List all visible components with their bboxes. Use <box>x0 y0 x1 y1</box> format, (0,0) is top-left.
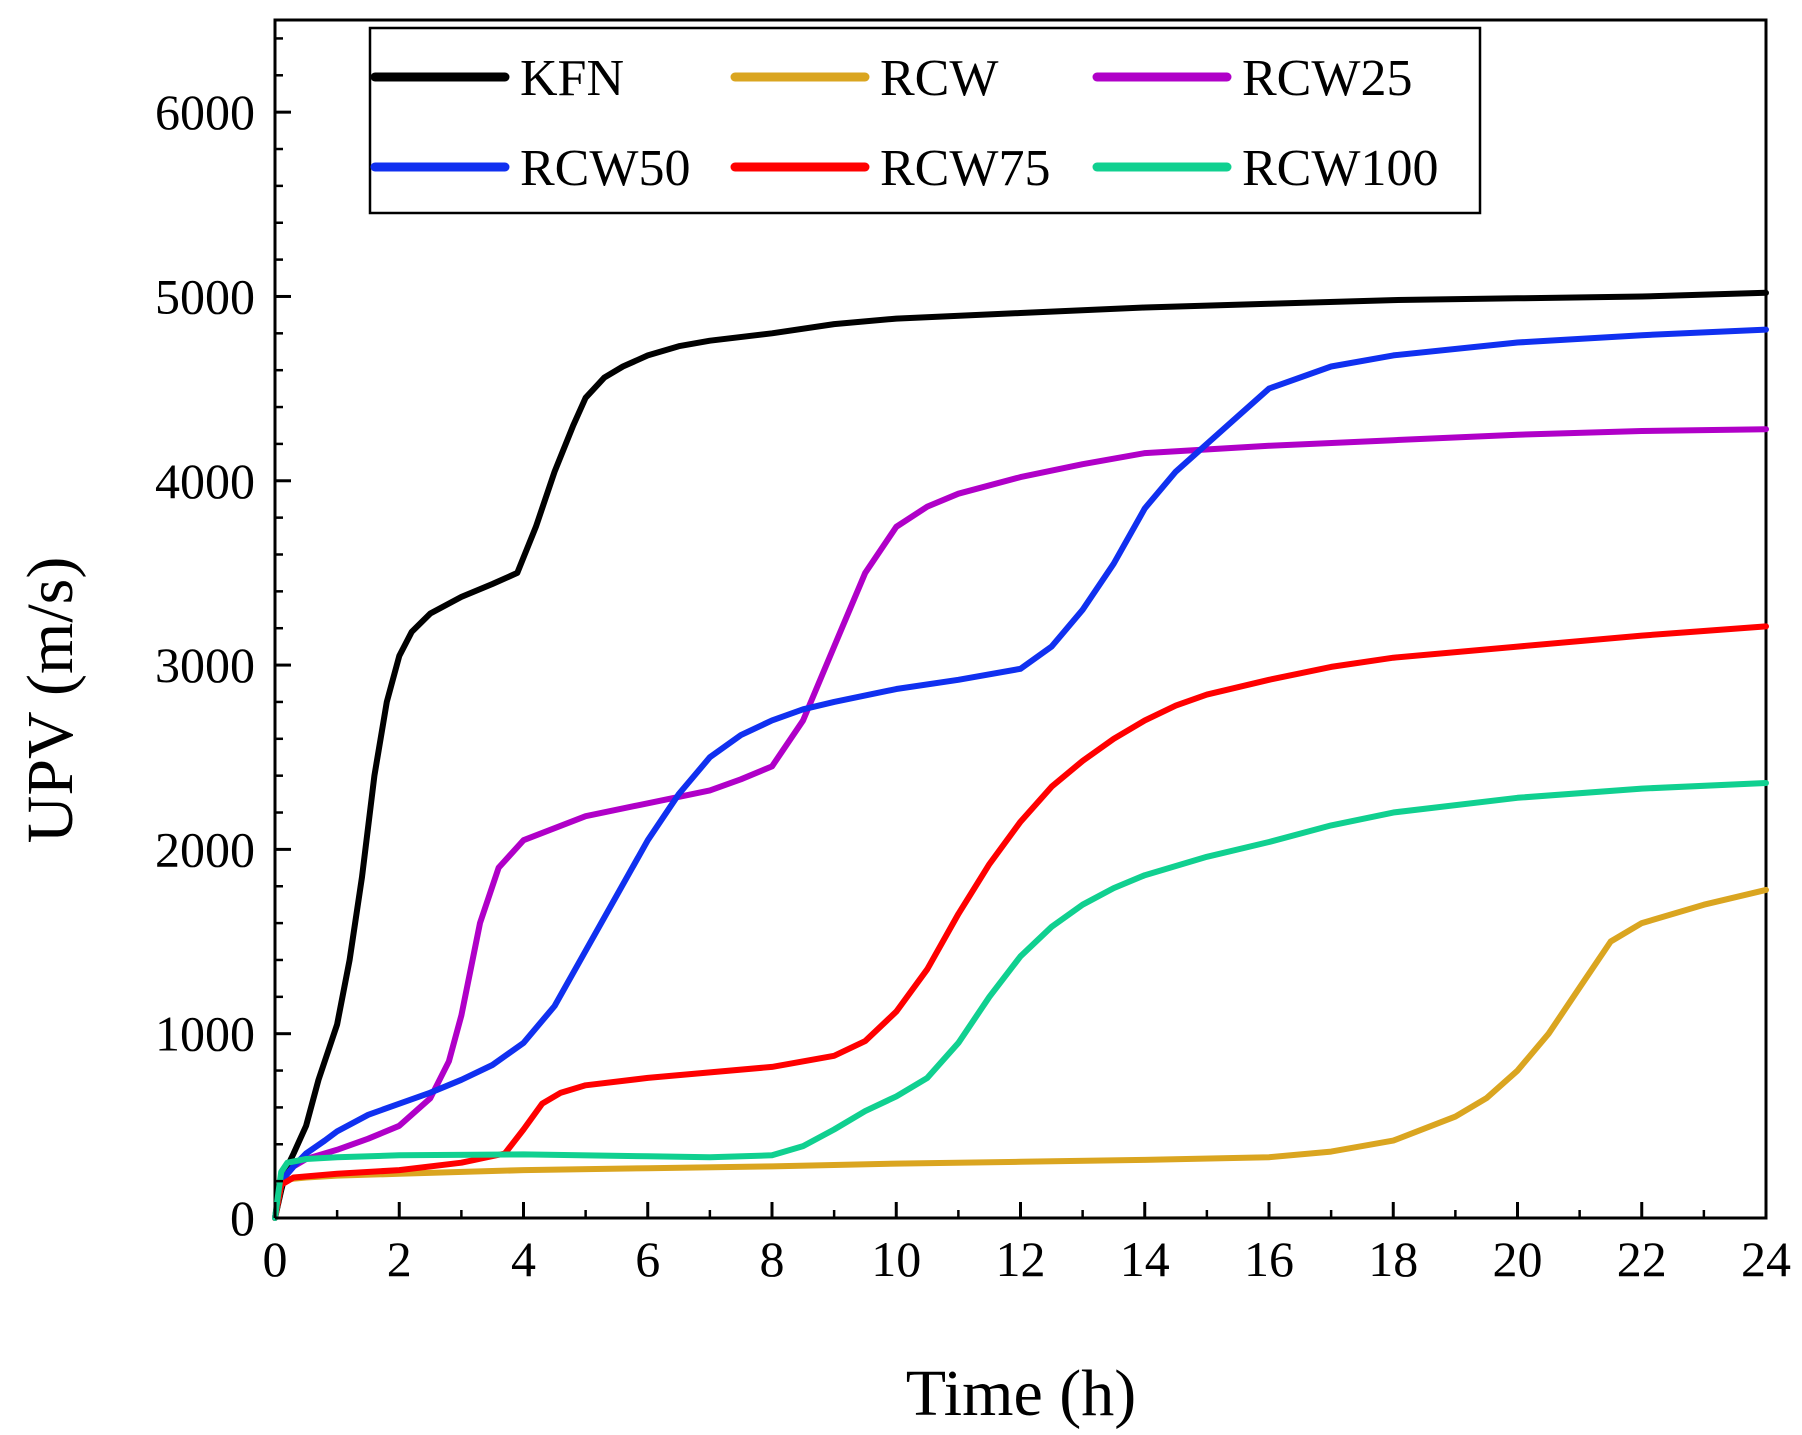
series-line-rcw100 <box>272 780 1769 1221</box>
y-tick-label: 0 <box>230 1190 255 1246</box>
x-tick-label: 24 <box>1741 1231 1791 1287</box>
legend-label-rcw50: RCW50 <box>520 140 690 197</box>
y-axis-title: UPV (m/s) <box>14 557 87 844</box>
y-tick-label: 3000 <box>155 637 255 693</box>
legend: KFN RCW RCW25 RCW50 RCW75 RCW100 <box>368 26 1482 215</box>
x-tick-label: 16 <box>1244 1231 1294 1287</box>
x-tick-label: 2 <box>387 1231 412 1287</box>
x-axis: 0 2 4 6 8 10 12 14 16 18 20 22 24 <box>263 1202 1791 1287</box>
y-tick-label: 1000 <box>155 1006 255 1062</box>
legend-label-kfn: KFN <box>520 50 624 107</box>
legend-label-rcw25: RCW25 <box>1242 50 1412 107</box>
x-tick-label: 8 <box>760 1231 785 1287</box>
series-line-rcw75 <box>272 623 1769 1221</box>
y-tick-label: 5000 <box>155 268 255 324</box>
x-tick-label: 0 <box>263 1231 288 1287</box>
x-tick-label: 6 <box>635 1231 660 1287</box>
series-line-rcw25 <box>272 426 1769 1221</box>
x-tick-label: 20 <box>1493 1231 1543 1287</box>
legend-label-rcw75: RCW75 <box>880 140 1050 197</box>
series-line-kfn <box>272 289 1769 1221</box>
x-tick-label: 12 <box>996 1231 1046 1287</box>
x-tick-label: 4 <box>511 1231 536 1287</box>
y-tick-label: 4000 <box>155 453 255 509</box>
legend-label-rcw100: RCW100 <box>1242 140 1438 197</box>
legend-box <box>368 26 1482 215</box>
x-tick-label: 14 <box>1120 1231 1170 1287</box>
series-line-rcw <box>272 886 1769 1221</box>
legend-label-rcw: RCW <box>880 50 998 107</box>
series-layer <box>272 289 1769 1221</box>
y-axis: 0 1000 2000 3000 4000 5000 6000 <box>155 37 291 1246</box>
y-tick-label: 2000 <box>155 821 255 877</box>
x-tick-label: 18 <box>1368 1231 1418 1287</box>
series-line-rcw50 <box>272 326 1769 1221</box>
x-tick-label: 22 <box>1617 1231 1667 1287</box>
x-axis-title: Time (h) <box>906 1357 1136 1430</box>
x-tick-label: 10 <box>871 1231 921 1287</box>
y-tick-label: 6000 <box>155 84 255 140</box>
